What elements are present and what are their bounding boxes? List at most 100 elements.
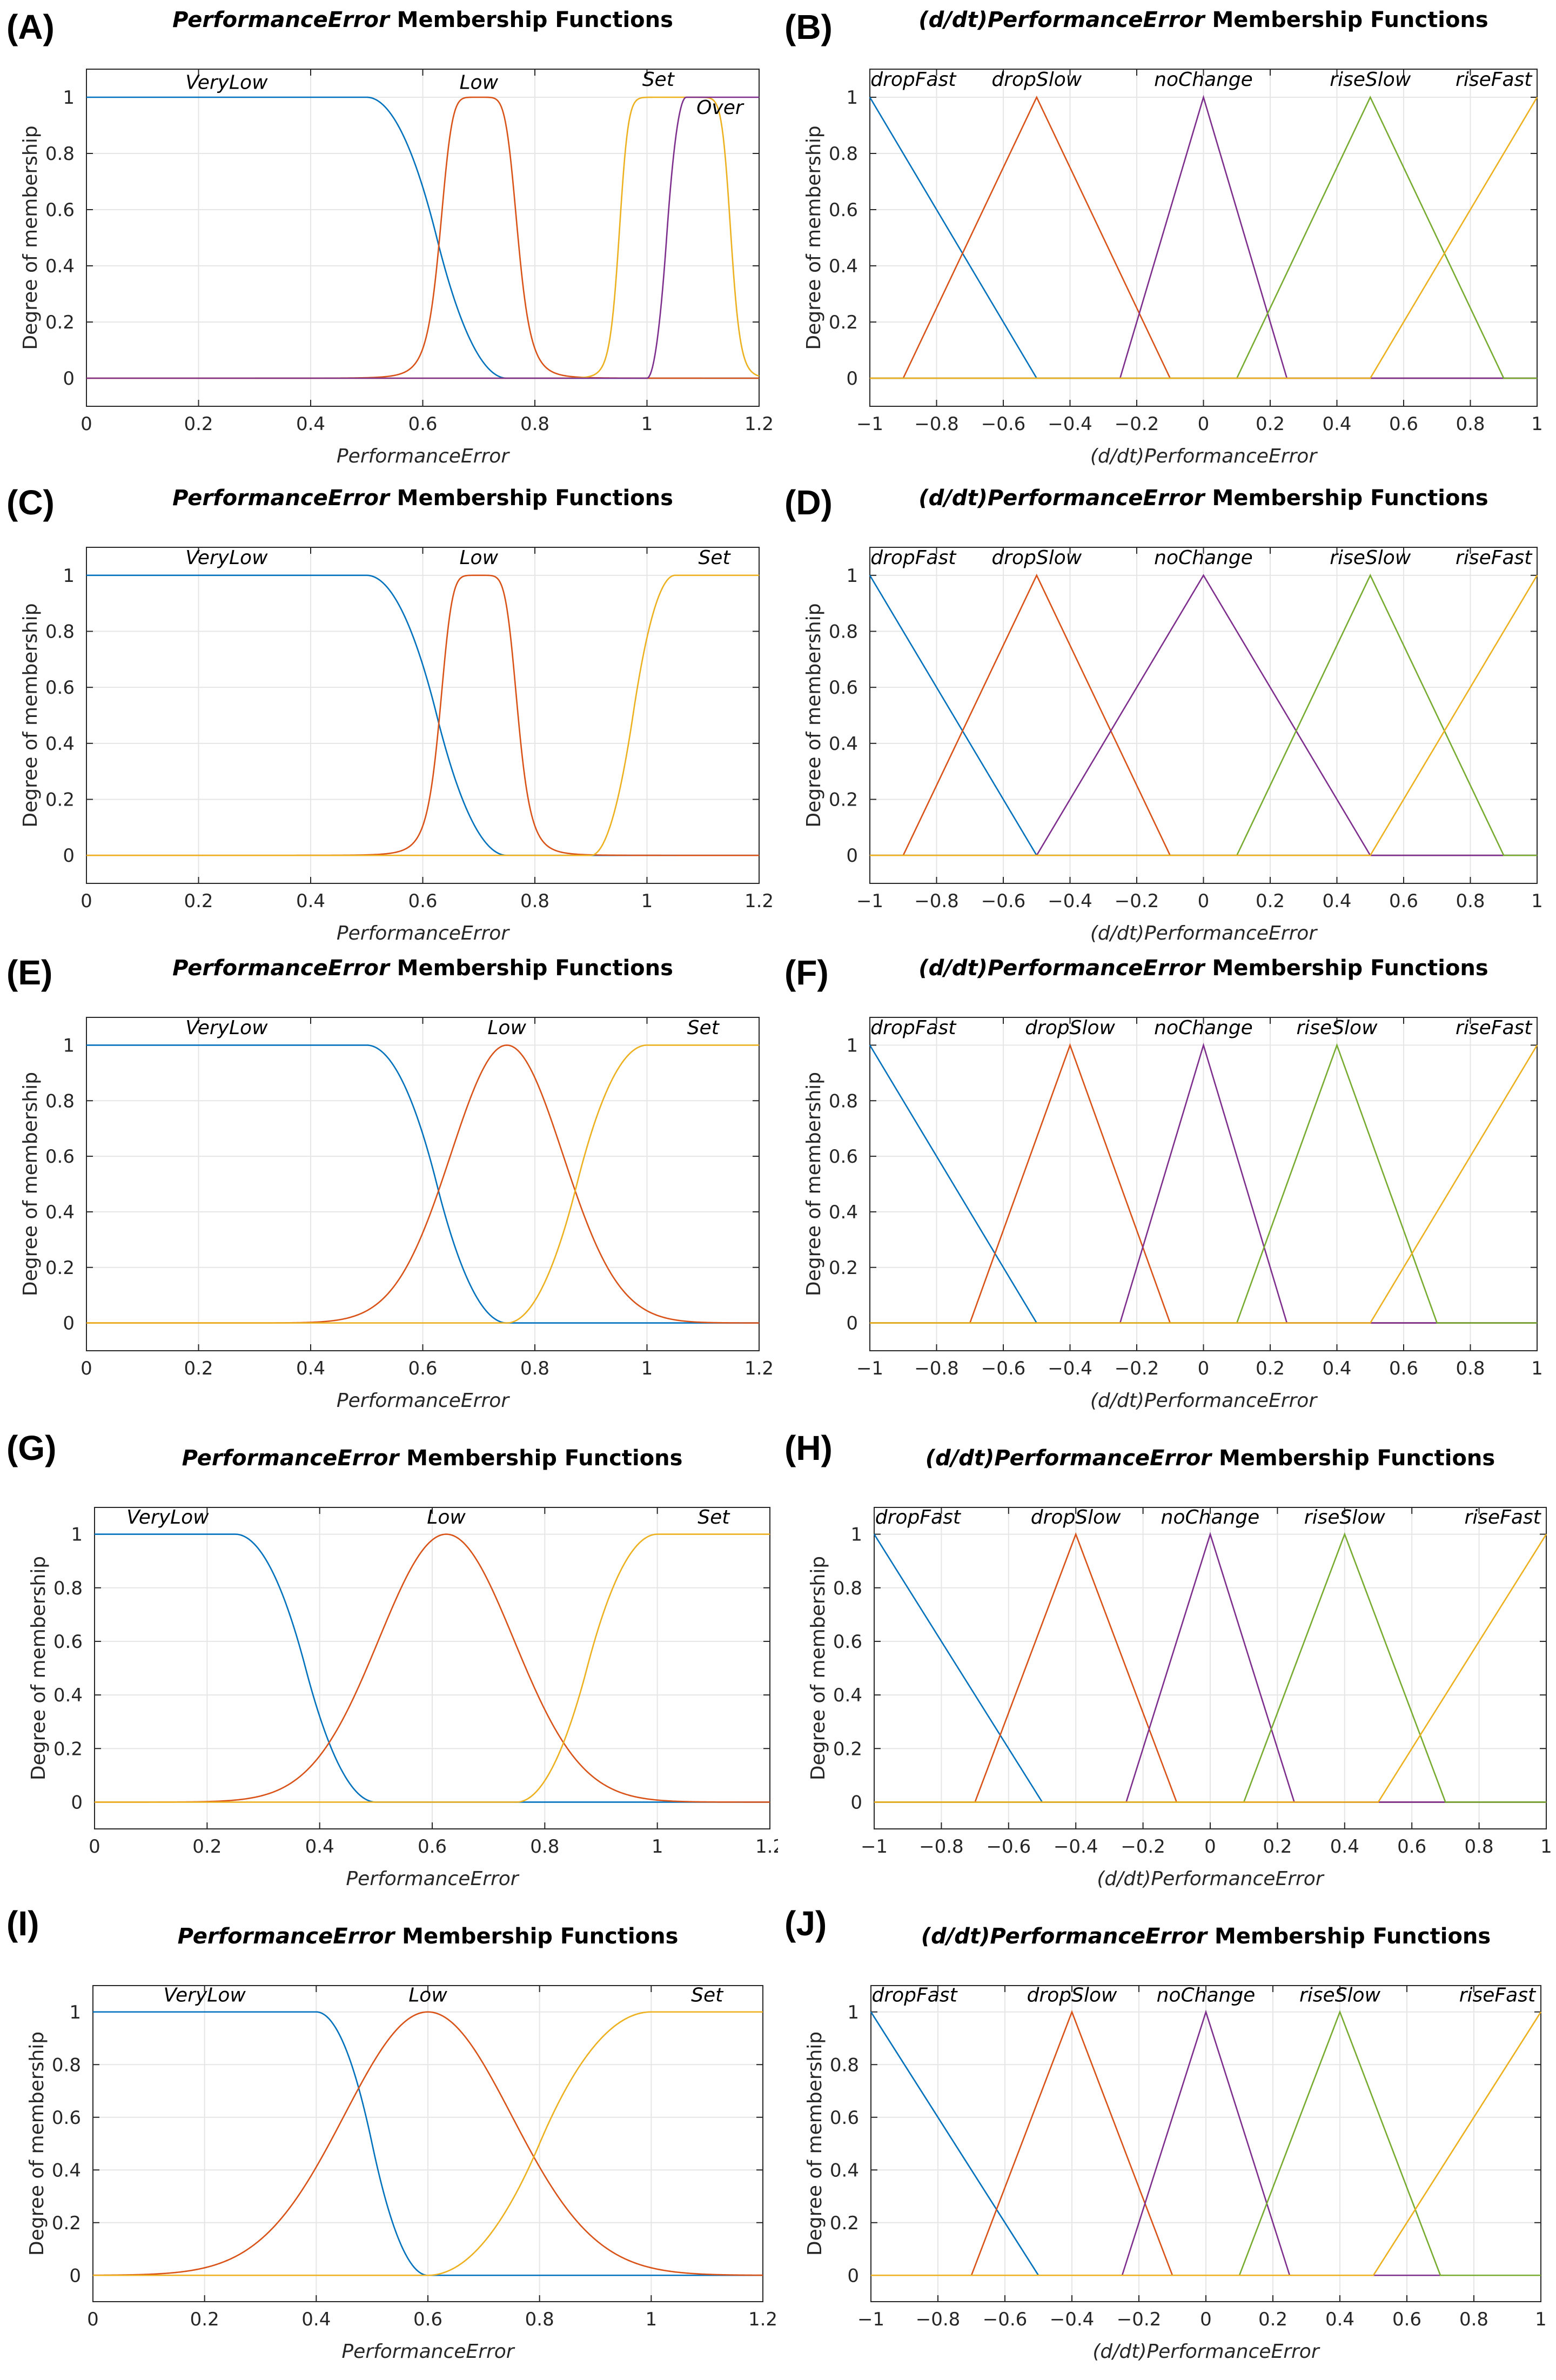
panel-e-xtick-label: 0 xyxy=(81,1358,92,1379)
panel-c-xtick-label: 1 xyxy=(641,890,653,912)
panel-d-xtick-label: −0.2 xyxy=(1115,890,1159,912)
panel-j-title: (d/dt)PerformanceError Membership Functi… xyxy=(921,1924,1491,1949)
panel-e-ytick-label: 0 xyxy=(63,1313,75,1335)
panel-f-xtick-label: −0.8 xyxy=(914,1358,959,1379)
panel-a-ytick-label: 0.4 xyxy=(45,256,75,277)
panel-j-letter: (J) xyxy=(784,1904,827,1943)
panel-b-label-nochange: noChange xyxy=(1154,69,1253,91)
panel-g-label-low: Low xyxy=(427,1506,466,1528)
panel-h-title-rest: Membership Functions xyxy=(1211,1446,1495,1471)
panel-h-xtick-label: −0.4 xyxy=(1054,1836,1098,1858)
panel-g-title: PerformanceError Membership Functions xyxy=(182,1446,683,1471)
panel-d-xtick-label: −1 xyxy=(856,890,883,912)
panel-c-ytick-label: 0.2 xyxy=(45,789,75,811)
panel-d-title: (d/dt)PerformanceError Membership Functi… xyxy=(918,486,1488,511)
panel-b-xtick-label: 1 xyxy=(1531,413,1543,435)
panel-c-label-set: Set xyxy=(698,547,731,569)
panel-d-xtick-label: −0.8 xyxy=(914,890,959,912)
panel-f-xtick-label: 0.2 xyxy=(1256,1358,1285,1379)
panel-i-mf-set xyxy=(93,2011,763,2276)
panel-d-label-dropfast: dropFast xyxy=(870,547,957,569)
panel-e-xlabel: PerformanceError xyxy=(337,1390,510,1412)
panel-f-title: (d/dt)PerformanceError Membership Functi… xyxy=(918,956,1488,981)
panel-h-label-nochange: noChange xyxy=(1161,1506,1260,1528)
panel-a-letter: (A) xyxy=(6,8,55,46)
panel-e-ytick-label: 0.2 xyxy=(45,1257,75,1279)
panel-d-chart: (D) (d/dt)PerformanceError Membership Fun… xyxy=(784,483,1543,944)
panel-a-xtick-label: 0.6 xyxy=(408,413,437,435)
panel-j-ytick-label: 0.8 xyxy=(830,2054,859,2076)
panel-d-label-risefast: riseFast xyxy=(1456,547,1533,569)
panel-b-xtick-label: −0.4 xyxy=(1048,413,1092,435)
panel-b-label-risefast: riseFast xyxy=(1456,69,1533,91)
panel-j-ylabel: Degree of membership xyxy=(804,2032,826,2256)
panel-e-ylabel: Degree of membership xyxy=(19,1072,42,1296)
panel-f-xtick-label: 0.6 xyxy=(1389,1358,1418,1379)
panel-i-ytick-label: 0.4 xyxy=(52,2160,81,2181)
panel-h-label-riseslow: riseSlow xyxy=(1304,1506,1386,1528)
panel-c-xtick-label: 0.4 xyxy=(296,890,325,912)
panel-f-xtick-label: 0.8 xyxy=(1456,1358,1485,1379)
panel-h-ytick-label: 0 xyxy=(850,1792,862,1813)
panel-b-ytick-label: 0.8 xyxy=(829,143,858,165)
panel-e-xtick-label: 0.4 xyxy=(296,1358,325,1379)
panel-f-ytick-label: 0.8 xyxy=(829,1090,858,1112)
panel-i-ytick-label: 0.2 xyxy=(52,2213,81,2234)
panel-b-chart: (B) (d/dt)PerformanceError Membership Fun… xyxy=(784,8,1543,467)
panel-g-ytick-label: 0.8 xyxy=(53,1578,83,1599)
panel-a-title-rest: Membership Functions xyxy=(390,8,673,32)
panel-j-xtick-label: −0.6 xyxy=(983,2309,1028,2330)
panel-h-title: (d/dt)PerformanceError Membership Functi… xyxy=(925,1446,1495,1471)
panel-c-ytick-label: 0.6 xyxy=(45,677,75,699)
panel-c-mf-set xyxy=(86,574,759,856)
panel-c-xtick-label: 0.6 xyxy=(408,890,437,912)
panel-h-ytick-label: 0.2 xyxy=(833,1738,862,1760)
panel-i-title: PerformanceError Membership Functions xyxy=(178,1924,679,1949)
panel-f-letter: (F) xyxy=(784,953,829,992)
panel-e: (E) PerformanceError Membership Functions… xyxy=(0,946,778,1421)
panel-f: (F) (d/dt)PerformanceError Membership Fun… xyxy=(778,946,1556,1421)
panel-d-xtick-label: 0.6 xyxy=(1389,890,1418,912)
panel-a-xtick-label: 0.4 xyxy=(296,413,325,435)
panel-e-ytick-label: 1 xyxy=(63,1035,75,1056)
panel-c-ytick-label: 1 xyxy=(63,565,75,587)
panel-h-xtick-label: −0.8 xyxy=(919,1836,964,1858)
panel-i-chart: (I) PerformanceError Membership Functions… xyxy=(6,1904,777,2363)
panel-a-label-low: Low xyxy=(459,71,498,93)
panel-j-mf-risefast xyxy=(871,2012,1542,2276)
panel-b-xtick-label: −0.2 xyxy=(1115,413,1159,435)
panel-h-letter: (H) xyxy=(784,1429,833,1467)
panel-d-xtick-label: 0 xyxy=(1198,890,1210,912)
panel-h-xlabel: (d/dt)PerformanceError xyxy=(1097,1868,1324,1890)
panel-e-xtick-label: 0.2 xyxy=(184,1358,213,1379)
panel-j-label-nochange: noChange xyxy=(1157,1984,1256,2006)
panel-d-title-rest: Membership Functions xyxy=(1205,486,1488,511)
panel-d-ytick-label: 0 xyxy=(846,845,858,867)
panel-f-xtick-label: −0.2 xyxy=(1115,1358,1159,1379)
panel-h-xtick-label: −0.2 xyxy=(1121,1836,1165,1858)
panel-j-xtick-label: 0.6 xyxy=(1392,2309,1421,2330)
panel-h-ylabel: Degree of membership xyxy=(807,1556,829,1780)
panel-i-ytick-label: 1 xyxy=(69,2002,81,2023)
panel-g-xtick-label: 0.6 xyxy=(418,1836,447,1858)
panel-h-xtick-label: 0 xyxy=(1204,1836,1216,1858)
panel-i-ylabel: Degree of membership xyxy=(26,2032,48,2256)
panel-b-xtick-label: 0.4 xyxy=(1322,413,1351,435)
panel-g-letter: (G) xyxy=(6,1429,56,1467)
panel-f-ytick-label: 1 xyxy=(846,1035,858,1056)
panel-f-label-nochange: noChange xyxy=(1154,1017,1253,1039)
panel-a-xtick-label: 1 xyxy=(641,413,653,435)
panel-h-xtick-label: 0.8 xyxy=(1465,1836,1494,1858)
panel-i-letter: (I) xyxy=(6,1904,39,1943)
panel-h-ytick-label: 0.4 xyxy=(833,1685,862,1706)
panel-b: (B) (d/dt)PerformanceError Membership Fun… xyxy=(778,0,1556,475)
panel-c: (C) PerformanceError Membership Functions… xyxy=(0,475,778,946)
panel-c-ytick-label: 0.8 xyxy=(45,621,75,643)
panel-f-xlabel: (d/dt)PerformanceError xyxy=(1090,1390,1318,1412)
panel-a-ylabel: Degree of membership xyxy=(19,125,42,350)
panel-f-xtick-label: 0 xyxy=(1198,1358,1210,1379)
panel-d-ylabel: Degree of membership xyxy=(803,603,825,827)
panel-f-xtick-label: 1 xyxy=(1531,1358,1543,1379)
panel-h-ytick-label: 0.6 xyxy=(833,1631,862,1653)
